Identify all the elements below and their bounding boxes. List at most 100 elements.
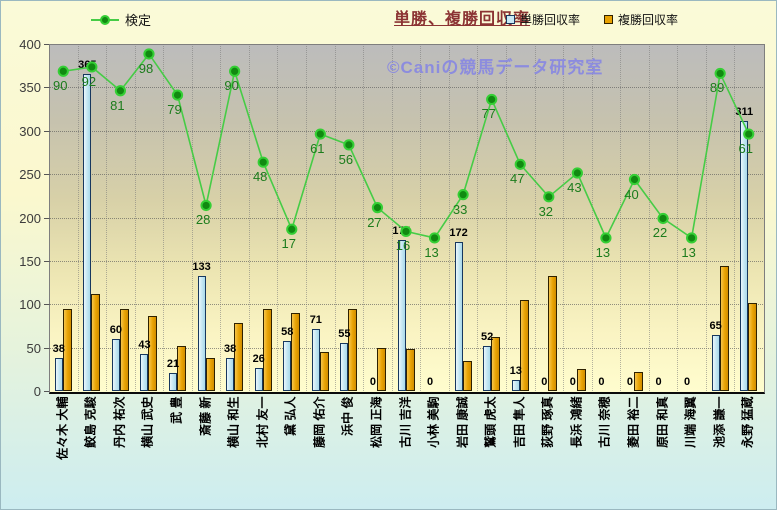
kentei-label-2: 92 bbox=[81, 73, 97, 89]
gridline-vertical bbox=[77, 44, 79, 391]
bar-fukusho-1 bbox=[62, 308, 72, 391]
x-axis-label-21: 菱田 裕二 bbox=[626, 396, 641, 448]
bar-fukusho-9 bbox=[291, 312, 301, 391]
kentei-label-16: 77 bbox=[481, 106, 496, 122]
bar-label-tansho-19: 0 bbox=[569, 376, 576, 388]
gridline-vertical bbox=[306, 44, 308, 391]
bar-label-tansho-3: 60 bbox=[109, 323, 123, 336]
kentei-point-4 bbox=[143, 48, 155, 60]
x-axis-label-7: 横山 和生 bbox=[226, 396, 241, 448]
kentei-label-24: 89 bbox=[709, 80, 725, 96]
kentei-label-12: 27 bbox=[367, 214, 382, 230]
bar-label-tansho-7: 38 bbox=[224, 343, 237, 356]
gridline-vertical bbox=[277, 44, 279, 391]
kentei-label-22: 22 bbox=[652, 225, 668, 241]
bar-tansho-13 bbox=[397, 240, 406, 391]
bar-tansho-3 bbox=[111, 338, 120, 391]
gridline-vertical bbox=[648, 44, 650, 391]
gridline-vertical bbox=[191, 44, 193, 391]
gridline-horizontal bbox=[49, 304, 763, 306]
gridline-vertical bbox=[134, 44, 136, 391]
gridline-horizontal bbox=[49, 347, 763, 349]
bar-label-tansho-9: 58 bbox=[281, 325, 294, 338]
bar-label-tansho-12: 0 bbox=[369, 376, 376, 388]
kentei-label-4: 98 bbox=[138, 60, 154, 76]
kentei-label-17: 47 bbox=[510, 171, 525, 187]
gridline-vertical bbox=[248, 44, 250, 391]
legend-item-tansho: 単勝回収率 bbox=[506, 11, 580, 28]
x-axis-label-10: 藤岡 佑介 bbox=[312, 396, 327, 448]
x-axis-label-15: 岩田 康誠 bbox=[455, 396, 470, 448]
gridline-vertical bbox=[677, 44, 679, 391]
kentei-dot-icon bbox=[100, 14, 110, 25]
kentei-point-20 bbox=[600, 232, 612, 244]
y-axis-label: 200 bbox=[19, 210, 41, 226]
kentei-label-10: 61 bbox=[310, 141, 325, 157]
kentei-point-18 bbox=[543, 191, 555, 203]
x-axis-label-6: 斎藤 新 bbox=[198, 396, 213, 436]
bar-fukusho-21 bbox=[633, 371, 643, 391]
kentei-point-7 bbox=[229, 65, 241, 77]
gridline-vertical bbox=[163, 44, 165, 391]
x-axis-label-9: 黛 弘人 bbox=[283, 396, 298, 436]
bar-tansho-6 bbox=[197, 275, 206, 391]
kentei-label-23: 13 bbox=[681, 244, 696, 260]
legend-kentei: 検定 bbox=[91, 10, 151, 29]
kentei-label-18: 32 bbox=[538, 203, 554, 219]
bar-label-tansho-4: 43 bbox=[138, 338, 151, 351]
bar-label-tansho-11: 55 bbox=[338, 328, 351, 341]
kentei-point-24 bbox=[714, 67, 726, 80]
kentei-point-19 bbox=[571, 167, 583, 179]
y-axis-tick bbox=[44, 304, 49, 306]
kentei-point-16 bbox=[486, 93, 498, 106]
y-axis-label: 0 bbox=[33, 384, 41, 399]
bar-label-tansho-14: 0 bbox=[426, 376, 434, 388]
x-axis-label-13: 古川 吉洋 bbox=[398, 396, 412, 448]
bar-label-tansho-16: 52 bbox=[481, 330, 494, 343]
bar-fukusho-6 bbox=[205, 358, 215, 391]
bar-fukusho-11 bbox=[348, 308, 358, 391]
bar-fukusho-3 bbox=[119, 308, 129, 391]
kentei-point-6 bbox=[200, 199, 212, 212]
kentei-label-5: 79 bbox=[167, 102, 182, 118]
x-axis-label-25: 永野 猛蔵 bbox=[740, 396, 755, 448]
bar-tansho-7 bbox=[226, 358, 235, 391]
bar-label-tansho-20: 0 bbox=[598, 376, 605, 388]
kentei-point-9 bbox=[286, 223, 298, 235]
x-axis-label-20: 古川 奈穂 bbox=[597, 396, 612, 448]
gridline-vertical bbox=[563, 44, 565, 391]
gridline-vertical bbox=[620, 44, 622, 391]
x-axis-label-24: 池添 謙一 bbox=[712, 396, 727, 448]
kentei-point-14 bbox=[428, 232, 441, 244]
bar-label-tansho-6: 133 bbox=[192, 260, 211, 273]
kentei-legend-label: 検定 bbox=[125, 13, 152, 28]
x-axis-label-19: 長浜 鴻緒 bbox=[569, 396, 584, 448]
legend-label: 単勝回収率 bbox=[520, 13, 581, 27]
x-axis-label-12: 松岡 正海 bbox=[369, 396, 384, 448]
bar-fukusho-4 bbox=[148, 316, 158, 391]
y-axis-tick bbox=[44, 217, 49, 219]
y-axis-tick bbox=[44, 174, 49, 176]
gridline-horizontal bbox=[49, 87, 763, 89]
x-axis-label-14: 小林 美駒 bbox=[426, 396, 441, 448]
bar-label-tansho-17: 13 bbox=[509, 364, 522, 377]
series-legend: 単勝回収率 複勝回収率 bbox=[506, 11, 678, 28]
bar-tansho-17 bbox=[511, 379, 520, 391]
kentei-label-14: 13 bbox=[424, 244, 439, 260]
x-axis-label-1: 佐々木 大輔 bbox=[55, 396, 70, 460]
kentei-point-17 bbox=[514, 158, 526, 170]
x-axis-label-2: 鮫島 克駿 bbox=[83, 396, 98, 448]
kentei-label-3: 81 bbox=[110, 97, 125, 113]
kentei-label-19: 43 bbox=[567, 180, 582, 195]
bar-label-tansho-5: 21 bbox=[166, 357, 180, 370]
bar-label-tansho-15: 172 bbox=[449, 226, 468, 239]
bar-tansho-10 bbox=[311, 329, 320, 391]
kentei-label-20: 13 bbox=[595, 244, 611, 260]
gridline-horizontal bbox=[49, 130, 763, 132]
kentei-point-11 bbox=[343, 139, 355, 151]
page-title: 単勝、複勝回収率 bbox=[394, 11, 531, 28]
y-axis-label: 350 bbox=[19, 80, 41, 96]
gridline-vertical bbox=[477, 44, 479, 391]
bar-label-tansho-22: 0 bbox=[655, 376, 662, 388]
